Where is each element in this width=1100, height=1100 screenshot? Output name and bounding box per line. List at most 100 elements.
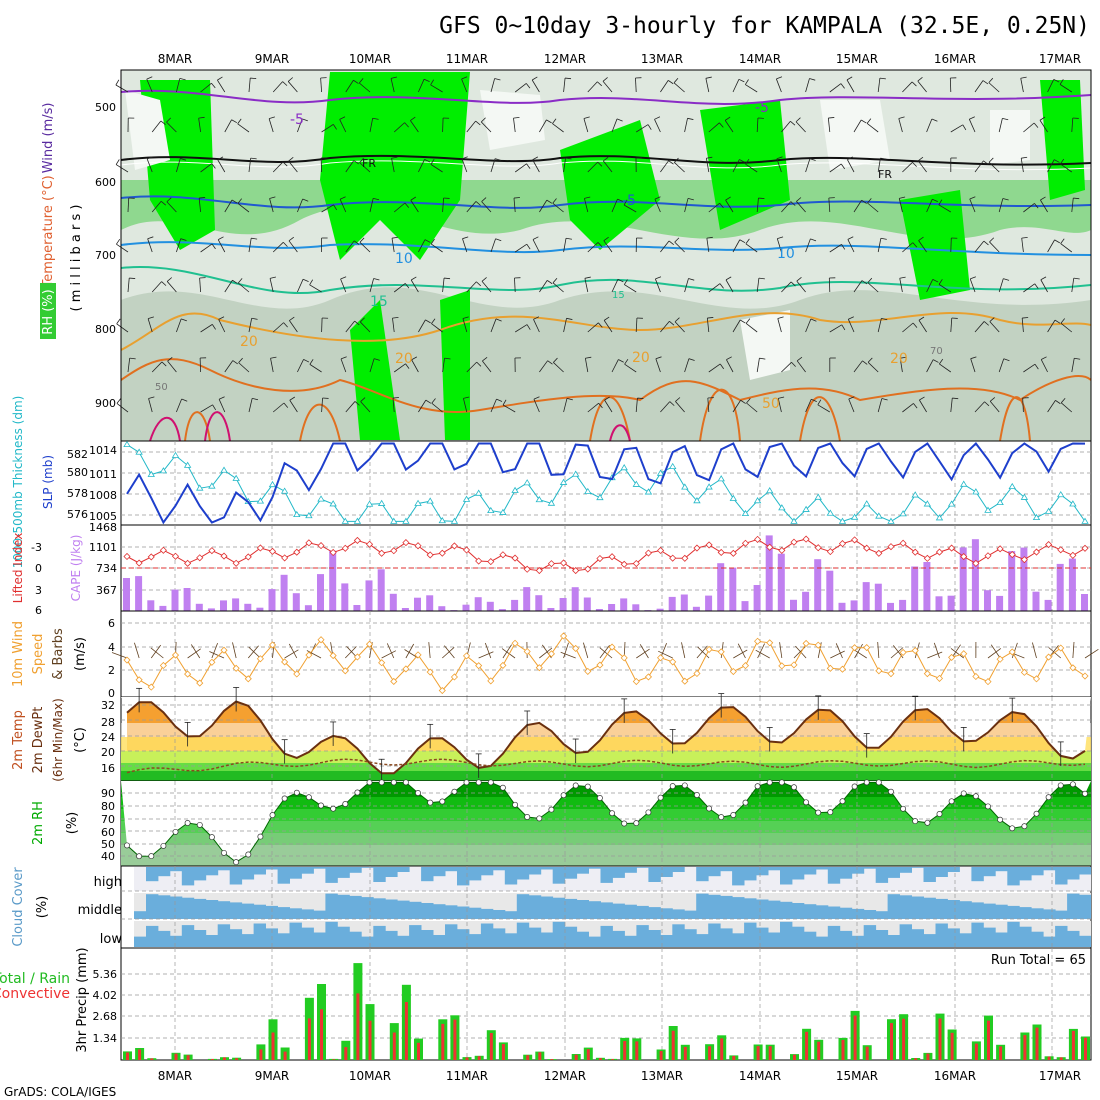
wind-barb-flag — [166, 197, 172, 203]
rh-marker — [124, 842, 130, 849]
dewpoint-axis-label: 2m DewPt — [31, 707, 46, 774]
lifted-index-tick: 6 — [35, 604, 42, 617]
wind-barb-flag — [1002, 117, 1009, 121]
wind-barb — [151, 361, 163, 373]
wind-speed-marker — [826, 664, 834, 672]
wind-speed-marker — [159, 661, 167, 670]
wind-barb — [635, 124, 649, 133]
thickness-tick: 578 — [67, 487, 88, 500]
lifted-index-marker — [887, 543, 895, 551]
wind-barb — [587, 402, 599, 413]
cape-bar — [1008, 551, 1016, 611]
wind-barb-flag — [147, 316, 154, 319]
cape-bar — [620, 598, 628, 611]
wind-barb — [777, 318, 782, 333]
wind-speed-marker — [996, 655, 1004, 663]
lifted-index-marker — [1081, 544, 1089, 552]
wind-barb — [272, 161, 284, 173]
lifted-index-marker — [754, 535, 762, 543]
wind-barb — [533, 319, 540, 333]
wind-barb-flag — [745, 318, 751, 324]
precip-convective-bar — [259, 1049, 263, 1060]
temperature-label: Temperature (°C) — [41, 175, 56, 288]
wind-barb — [418, 79, 425, 93]
wind-speed-marker — [487, 677, 495, 685]
wind-barb — [340, 278, 347, 293]
wind-speed-marker — [390, 677, 398, 686]
cloud-middle-bar — [229, 902, 243, 919]
wind-barb — [411, 359, 419, 373]
cloud-high-bar — [313, 867, 326, 869]
cloud-middle-bar — [612, 903, 625, 919]
wind-barb — [115, 164, 129, 173]
wind-barb — [484, 642, 492, 659]
rh-marker — [366, 779, 373, 786]
rh-marker — [487, 779, 494, 786]
cloud-high-bar — [337, 867, 350, 878]
wind-barb-flag — [598, 322, 603, 328]
wind-barb — [781, 361, 792, 373]
precip-convective-bar — [732, 1055, 736, 1060]
lifted-index-marker — [1057, 546, 1065, 554]
run-total-label: Run Total = 65 — [991, 953, 1086, 968]
thickness-marker — [353, 517, 362, 524]
rh-marker — [463, 779, 470, 786]
precip-convective-bar — [404, 1002, 408, 1060]
wind-barb — [501, 648, 516, 659]
wind-label: Wind (m/s) — [41, 103, 56, 174]
wind-barb — [563, 642, 569, 659]
lifted-index-marker — [814, 544, 822, 552]
wind-speed-marker — [596, 661, 604, 669]
cape-bar — [1068, 558, 1076, 611]
wind-barb-flag — [879, 77, 886, 80]
wind-barb-flag — [828, 117, 835, 119]
isotherm-line — [121, 89, 1091, 105]
cloud-middle-bar — [780, 901, 793, 919]
wind-barb — [587, 161, 598, 173]
wind-barb — [339, 119, 347, 133]
slp-tick: 1008 — [89, 489, 117, 502]
wind-barb — [284, 649, 299, 659]
wind-barb-flag — [739, 239, 746, 244]
wind-barb — [1021, 318, 1024, 333]
upper-air-panel: -5 -5 FR FR -5 10 10 15 15 20 20 20 20 5… — [40, 69, 1092, 442]
wind-barb — [655, 278, 661, 293]
precip-convective-bar — [768, 1046, 772, 1060]
lifted-index-tick: 3 — [35, 584, 42, 597]
slp-tick: 1011 — [89, 468, 117, 481]
wind-barb — [1060, 402, 1073, 413]
rh-marker — [475, 779, 482, 786]
cloud-high-bar — [217, 867, 231, 871]
wind-barb — [919, 399, 927, 413]
wind-barb — [514, 163, 527, 173]
precip-convective-bar — [441, 1023, 445, 1060]
wind-barb — [745, 323, 758, 333]
cloud-low-bar — [193, 930, 207, 947]
wind-barb-flag — [303, 359, 310, 363]
cloud-low-bar — [600, 925, 613, 947]
wind-barb — [539, 199, 548, 213]
wind-barb — [828, 198, 831, 213]
precip-convective-bar — [683, 1046, 687, 1060]
wind-barb — [539, 119, 547, 133]
cloud-middle-bar — [971, 902, 984, 919]
cape-bar — [790, 599, 797, 611]
cloud-middle-bar — [468, 907, 482, 919]
cape-tick: 734 — [96, 562, 117, 575]
wind-barb-flag — [880, 157, 887, 160]
thickness-marker — [171, 451, 180, 458]
wind-barb-flag — [372, 117, 379, 120]
wind-barb — [297, 198, 304, 213]
thickness-marker — [147, 470, 155, 477]
wind-barb-flag — [424, 159, 431, 163]
cape-bar — [123, 578, 130, 611]
wind-barb — [867, 202, 879, 213]
thickness-marker — [438, 516, 446, 524]
cloud-low-bar — [672, 924, 685, 947]
wind-barb-flag — [526, 163, 531, 169]
wind-barb — [681, 642, 686, 659]
wind-barb-flag — [547, 280, 553, 285]
thickness-marker — [220, 466, 228, 473]
wind-barb — [539, 360, 548, 373]
wind-speed-markers — [123, 632, 1089, 695]
